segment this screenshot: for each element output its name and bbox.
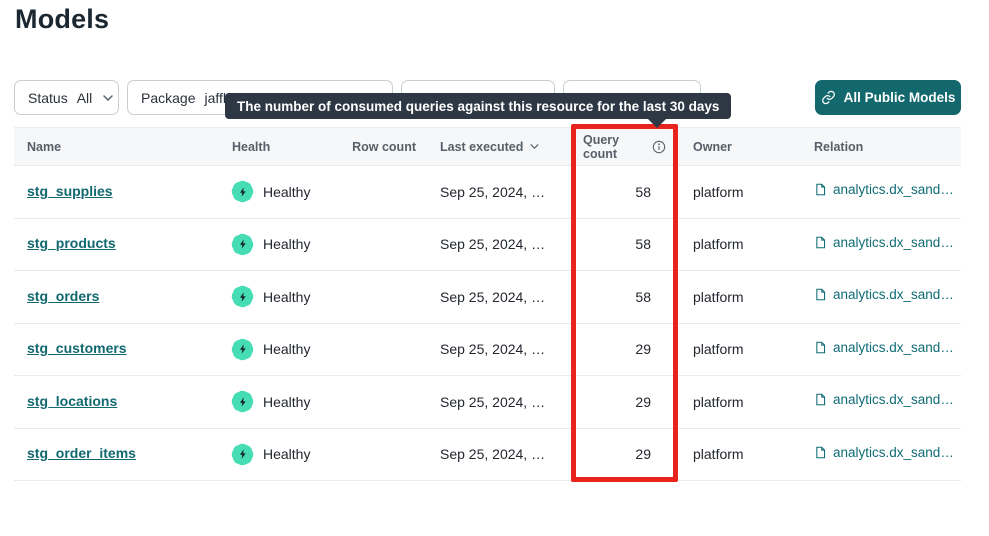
table-row: stg_locations Healthy Sep 25, 2024, … 29… (14, 376, 961, 429)
model-name-link[interactable]: stg_customers (27, 340, 127, 357)
column-header-query-count: Query count (569, 133, 666, 161)
link-icon (821, 90, 836, 105)
all-public-models-button[interactable]: All Public Models (815, 80, 961, 115)
last-executed-cell: Sep 25, 2024, … (440, 183, 546, 200)
status-filter-value: All (76, 89, 93, 106)
healthy-badge-icon (232, 181, 253, 202)
health-cell: Healthy (232, 181, 342, 202)
relation-link[interactable]: analytics.dx_sand… (814, 235, 954, 250)
owner-cell: platform (693, 236, 744, 253)
health-label: Healthy (263, 393, 311, 410)
health-label: Healthy (263, 446, 311, 463)
document-icon (814, 236, 827, 249)
relation-link[interactable]: analytics.dx_sand… (814, 340, 954, 355)
relation-link[interactable]: analytics.dx_sand… (814, 182, 954, 197)
chevron-down-icon (103, 94, 114, 101)
health-cell: Healthy (232, 339, 342, 360)
query-count-cell: 58 (635, 183, 651, 200)
healthy-badge-icon (232, 444, 253, 465)
last-executed-cell: Sep 25, 2024, … (440, 288, 546, 305)
model-name-link[interactable]: stg_orders (27, 287, 100, 304)
query-count-cell: 58 (635, 236, 651, 253)
health-label: Healthy (263, 183, 311, 200)
query-count-cell: 29 (635, 341, 651, 358)
relation-link[interactable]: analytics.dx_sand… (814, 287, 954, 302)
last-executed-cell: Sep 25, 2024, … (440, 236, 546, 253)
tooltip-caret (647, 118, 667, 128)
column-header-relation: Relation (814, 139, 864, 154)
table-row: stg_products Healthy Sep 25, 2024, … 58 … (14, 218, 961, 271)
sort-chevron-down-icon (530, 144, 539, 149)
health-label: Healthy (263, 288, 311, 305)
health-cell: Healthy (232, 234, 342, 255)
models-table: Name Health Row count Last executed Quer… (14, 127, 961, 481)
healthy-badge-icon (232, 234, 253, 255)
table-row: stg_orders Healthy Sep 25, 2024, … 58 pl… (14, 271, 961, 324)
owner-cell: platform (693, 341, 744, 358)
health-cell: Healthy (232, 444, 342, 465)
last-executed-cell: Sep 25, 2024, … (440, 393, 546, 410)
document-icon (814, 288, 827, 301)
package-filter-label: Package (141, 89, 196, 106)
model-name-link[interactable]: stg_locations (27, 392, 118, 409)
document-icon (814, 393, 827, 406)
status-filter-label: Status (28, 89, 68, 106)
document-icon (814, 446, 827, 459)
table-row: stg_customers Healthy Sep 25, 2024, … 29… (14, 323, 961, 376)
column-header-row-count: Row count (352, 139, 416, 154)
column-header-name: Name (27, 139, 62, 154)
relation-link[interactable]: analytics.dx_sand… (814, 392, 954, 407)
health-cell: Healthy (232, 286, 342, 307)
column-header-health: Health (232, 139, 271, 154)
health-cell: Healthy (232, 391, 342, 412)
table-row: stg_supplies Healthy Sep 25, 2024, … 58 … (14, 166, 961, 219)
column-header-last-executed[interactable]: Last executed (416, 140, 569, 154)
document-icon (814, 183, 827, 196)
model-name-link[interactable]: stg_order_items (27, 445, 136, 462)
owner-cell: platform (693, 393, 744, 410)
query-count-tooltip: The number of consumed queries against t… (225, 93, 732, 119)
all-public-models-label: All Public Models (843, 90, 956, 105)
page-title: Models (15, 4, 110, 34)
status-filter-dropdown[interactable]: Status All (14, 80, 119, 115)
info-icon[interactable] (652, 140, 666, 154)
owner-cell: platform (693, 183, 744, 200)
last-executed-cell: Sep 25, 2024, … (440, 341, 546, 358)
model-name-link[interactable]: stg_supplies (27, 182, 113, 199)
table-header-row: Name Health Row count Last executed Quer… (14, 127, 961, 166)
query-count-cell: 29 (635, 393, 651, 410)
model-name-link[interactable]: stg_products (27, 235, 116, 252)
owner-cell: platform (693, 446, 744, 463)
column-header-owner: Owner (693, 139, 732, 154)
healthy-badge-icon (232, 339, 253, 360)
document-icon (814, 341, 827, 354)
query-count-cell: 29 (635, 446, 651, 463)
query-count-cell: 58 (635, 288, 651, 305)
healthy-badge-icon (232, 391, 253, 412)
last-executed-cell: Sep 25, 2024, … (440, 446, 546, 463)
health-label: Healthy (263, 341, 311, 358)
table-row: stg_order_items Healthy Sep 25, 2024, … … (14, 428, 961, 481)
relation-link[interactable]: analytics.dx_sand… (814, 445, 954, 460)
healthy-badge-icon (232, 286, 253, 307)
owner-cell: platform (693, 288, 744, 305)
health-label: Healthy (263, 236, 311, 253)
